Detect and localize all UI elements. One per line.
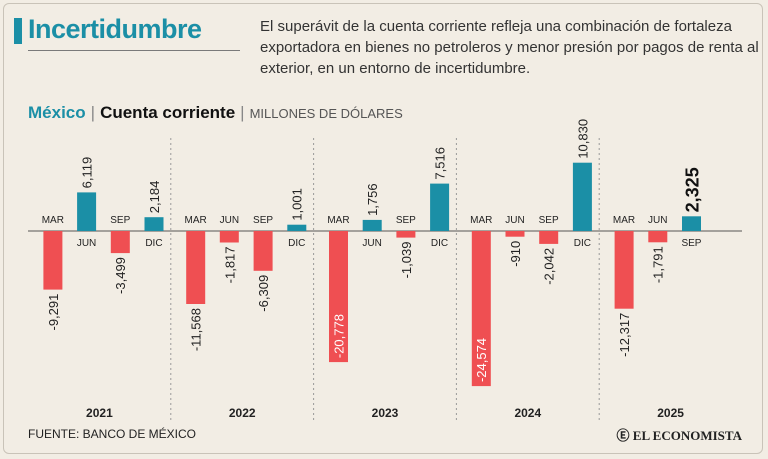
value-label: -6,309 [256, 275, 271, 312]
value-label: -910 [508, 241, 523, 267]
quarter-label: SEP [396, 215, 416, 226]
quarter-label: SEP [110, 215, 130, 226]
quarter-label: JUN [77, 238, 96, 249]
quarter-label: MAR [185, 215, 207, 226]
quarter-label: SEP [681, 238, 701, 249]
brand-name: EL ECONOMISTA [632, 428, 742, 443]
chart-subtitle: México | Cuenta corriente | MILLONES DE DÓLA… [28, 103, 403, 123]
value-label: -2,042 [542, 248, 557, 285]
value-label: 10,830 [575, 119, 590, 159]
value-label: -1,791 [651, 246, 666, 283]
value-label: -1,039 [399, 242, 414, 279]
bar-2024-jun [505, 231, 525, 237]
bar-2021-jun [77, 192, 97, 231]
quarter-label: MAR [42, 215, 64, 226]
quarter-label: DIC [574, 238, 591, 249]
value-label: 2,184 [147, 181, 162, 214]
quarter-label: MAR [327, 215, 349, 226]
value-label: -9,291 [46, 294, 61, 331]
description-text: El superávit de la cuenta corriente refl… [260, 18, 759, 77]
quarter-label: MAR [613, 215, 635, 226]
quarter-label: DIC [431, 238, 448, 249]
bar-2022-dic [287, 224, 307, 231]
quarter-label: JUN [220, 215, 239, 226]
bar-2021-sep [110, 231, 130, 254]
bar-2022-sep [253, 231, 273, 271]
year-label-2024: 2024 [514, 406, 541, 420]
bar-2023-dic [430, 183, 450, 231]
bar-2025-jun [648, 231, 668, 243]
value-label: 2,325 [682, 167, 702, 212]
bar-2024-dic [572, 162, 592, 231]
title-accent-bar [14, 18, 22, 44]
subtitle-separator-2: | [240, 103, 245, 122]
value-label: -11,568 [189, 308, 204, 351]
year-label-2023: 2023 [372, 406, 399, 420]
value-label: 7,516 [433, 147, 448, 180]
quarter-label: DIC [288, 238, 305, 249]
quarter-label: JUN [505, 215, 524, 226]
bar-2022-jun [219, 231, 239, 243]
infographic-frame [3, 3, 763, 454]
value-label: -1,817 [222, 246, 237, 283]
quarter-label: SEP [253, 215, 273, 226]
title-divider [28, 50, 240, 51]
value-label: 1,001 [290, 188, 305, 221]
value-label: -3,499 [113, 257, 128, 294]
quarter-label: JUN [648, 215, 667, 226]
bar-2024-mar [471, 231, 491, 387]
quarter-label: MAR [470, 215, 492, 226]
year-label-2022: 2022 [229, 406, 256, 420]
bar-2022-mar [186, 231, 206, 304]
quarter-label: SEP [539, 215, 559, 226]
circle-e-logo-icon: Ⓔ [616, 428, 630, 443]
quarter-label: DIC [145, 238, 162, 249]
value-label: -20,778 [331, 314, 346, 358]
bar-2025-sep [682, 216, 701, 231]
year-label-2025: 2025 [657, 406, 684, 420]
subtitle-country: México [28, 103, 86, 122]
bar-2023-jun [362, 219, 382, 231]
bar-2023-mar [329, 231, 348, 363]
value-label: -12,317 [617, 313, 632, 357]
subtitle-separator: | [90, 103, 96, 122]
brand-logo: Ⓔ EL ECONOMISTA [617, 425, 742, 444]
bar-2021-dic [144, 217, 164, 231]
bar-2023-sep [396, 231, 416, 238]
year-label-2021: 2021 [86, 406, 113, 420]
bar-2021-mar [43, 231, 63, 290]
quarter-label: JUN [362, 238, 381, 249]
bar-2024-sep [539, 231, 559, 244]
page-title: Incertidumbre [28, 14, 202, 44]
bar-2025-mar [614, 231, 634, 309]
subtitle-units: MILLONES DE DÓLARES [249, 106, 403, 121]
value-label: 6,119 [80, 157, 95, 189]
value-label: -24,574 [474, 338, 489, 382]
subtitle-metric: Cuenta corriente [100, 103, 236, 122]
source-note: FUENTE: BANCO DE MÉXICO [28, 427, 197, 441]
value-label: 1,756 [365, 183, 380, 216]
